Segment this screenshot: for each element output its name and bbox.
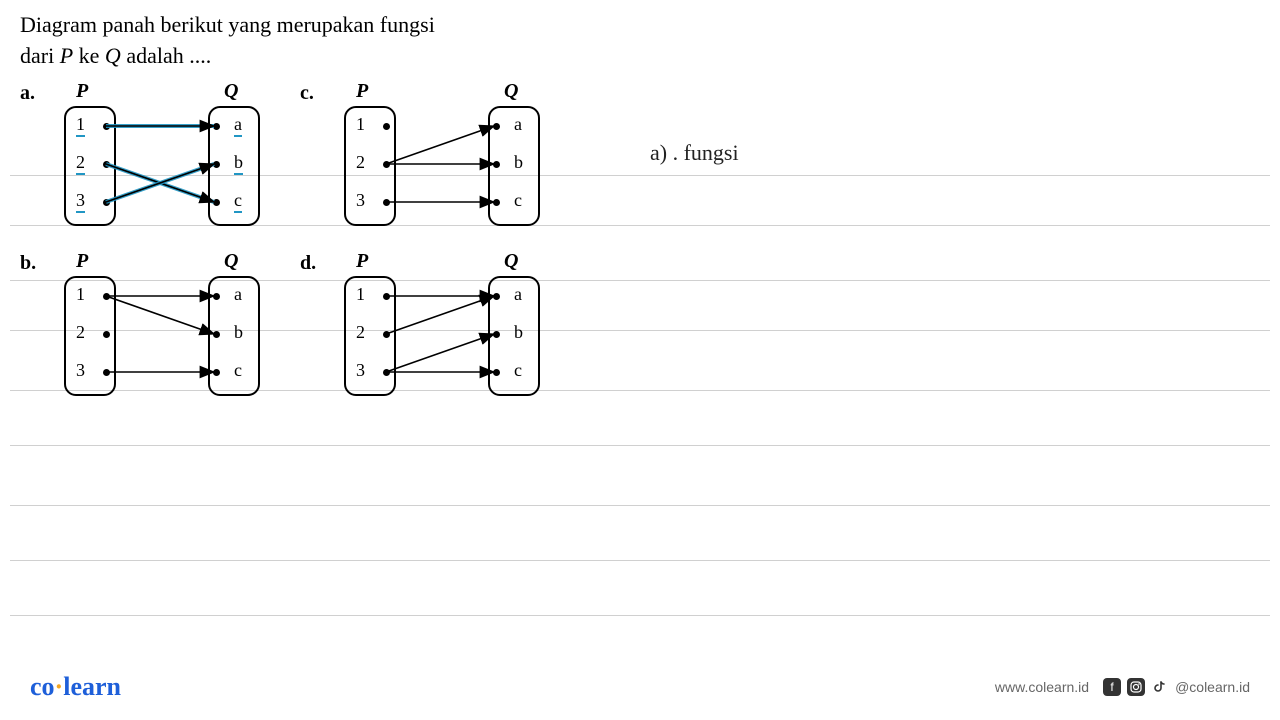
logo-co: co bbox=[30, 672, 55, 701]
diagram-option-c: c.PQ1a2b3c bbox=[300, 82, 580, 252]
question-text: Diagram panah berikut yang merupakan fun… bbox=[20, 10, 500, 72]
q-line2-prefix: dari bbox=[20, 43, 60, 68]
diagram-option-d: d.PQ1a2b3c bbox=[300, 252, 580, 422]
instagram-icon bbox=[1127, 678, 1145, 696]
footer-url: www.colearn.id bbox=[995, 679, 1089, 695]
q-P: P bbox=[60, 43, 73, 68]
diagram-option-b: b.PQ1a2b3c bbox=[20, 252, 300, 422]
q-line1: Diagram panah berikut yang merupakan fun… bbox=[20, 12, 435, 37]
handwritten-answer: a) . fungsi bbox=[650, 140, 739, 166]
logo-learn: learn bbox=[63, 672, 121, 701]
q-line2-mid: ke bbox=[73, 43, 105, 68]
diagrams-grid: a.PQ1a2b3c c.PQ1a2b3c b.PQ1a2b3c d.PQ1a2… bbox=[20, 82, 1260, 422]
footer: co·learn www.colearn.id f @colearn.id bbox=[0, 672, 1280, 702]
arrows-a bbox=[20, 82, 300, 252]
diagram-option-a: a.PQ1a2b3c bbox=[20, 82, 300, 252]
logo: co·learn bbox=[30, 672, 121, 702]
facebook-icon: f bbox=[1103, 678, 1121, 696]
tiktok-icon bbox=[1151, 678, 1169, 696]
arrows-b bbox=[20, 252, 300, 422]
q-Q: Q bbox=[105, 43, 121, 68]
arrows-d bbox=[300, 252, 580, 422]
social-icons: f @colearn.id bbox=[1103, 678, 1250, 696]
q-line2-suffix: adalah .... bbox=[121, 43, 211, 68]
arrows-c bbox=[300, 82, 580, 252]
logo-dot: · bbox=[55, 672, 64, 701]
footer-handle: @colearn.id bbox=[1175, 679, 1250, 695]
